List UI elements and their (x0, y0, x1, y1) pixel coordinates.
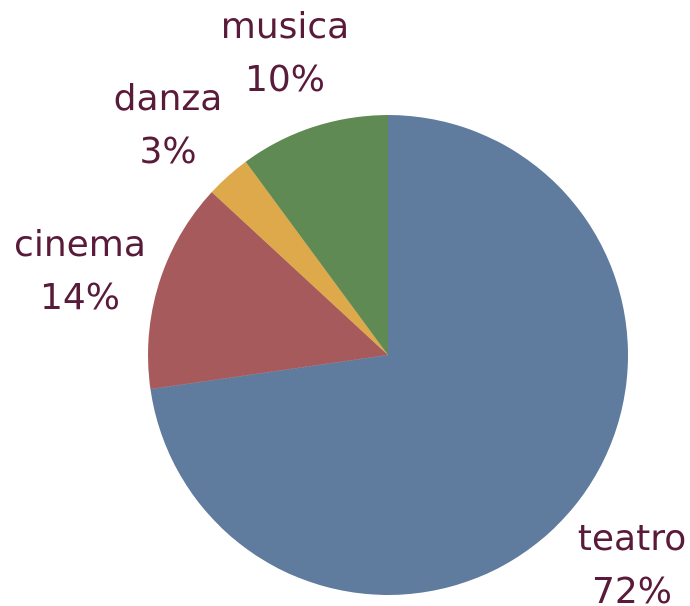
pie-slice (211, 161, 388, 355)
pie-slice (150, 115, 629, 595)
category-label: teatro (578, 518, 686, 559)
value-label: 10% (245, 59, 325, 100)
category-label: cinema (14, 224, 146, 265)
value-label: 3% (139, 131, 196, 172)
pie-slice (245, 115, 388, 355)
value-label: 72% (592, 571, 672, 606)
value-label: 14% (40, 277, 120, 318)
pie-slice (148, 192, 388, 390)
category-label: danza (114, 78, 223, 119)
category-label: musica (221, 6, 350, 47)
